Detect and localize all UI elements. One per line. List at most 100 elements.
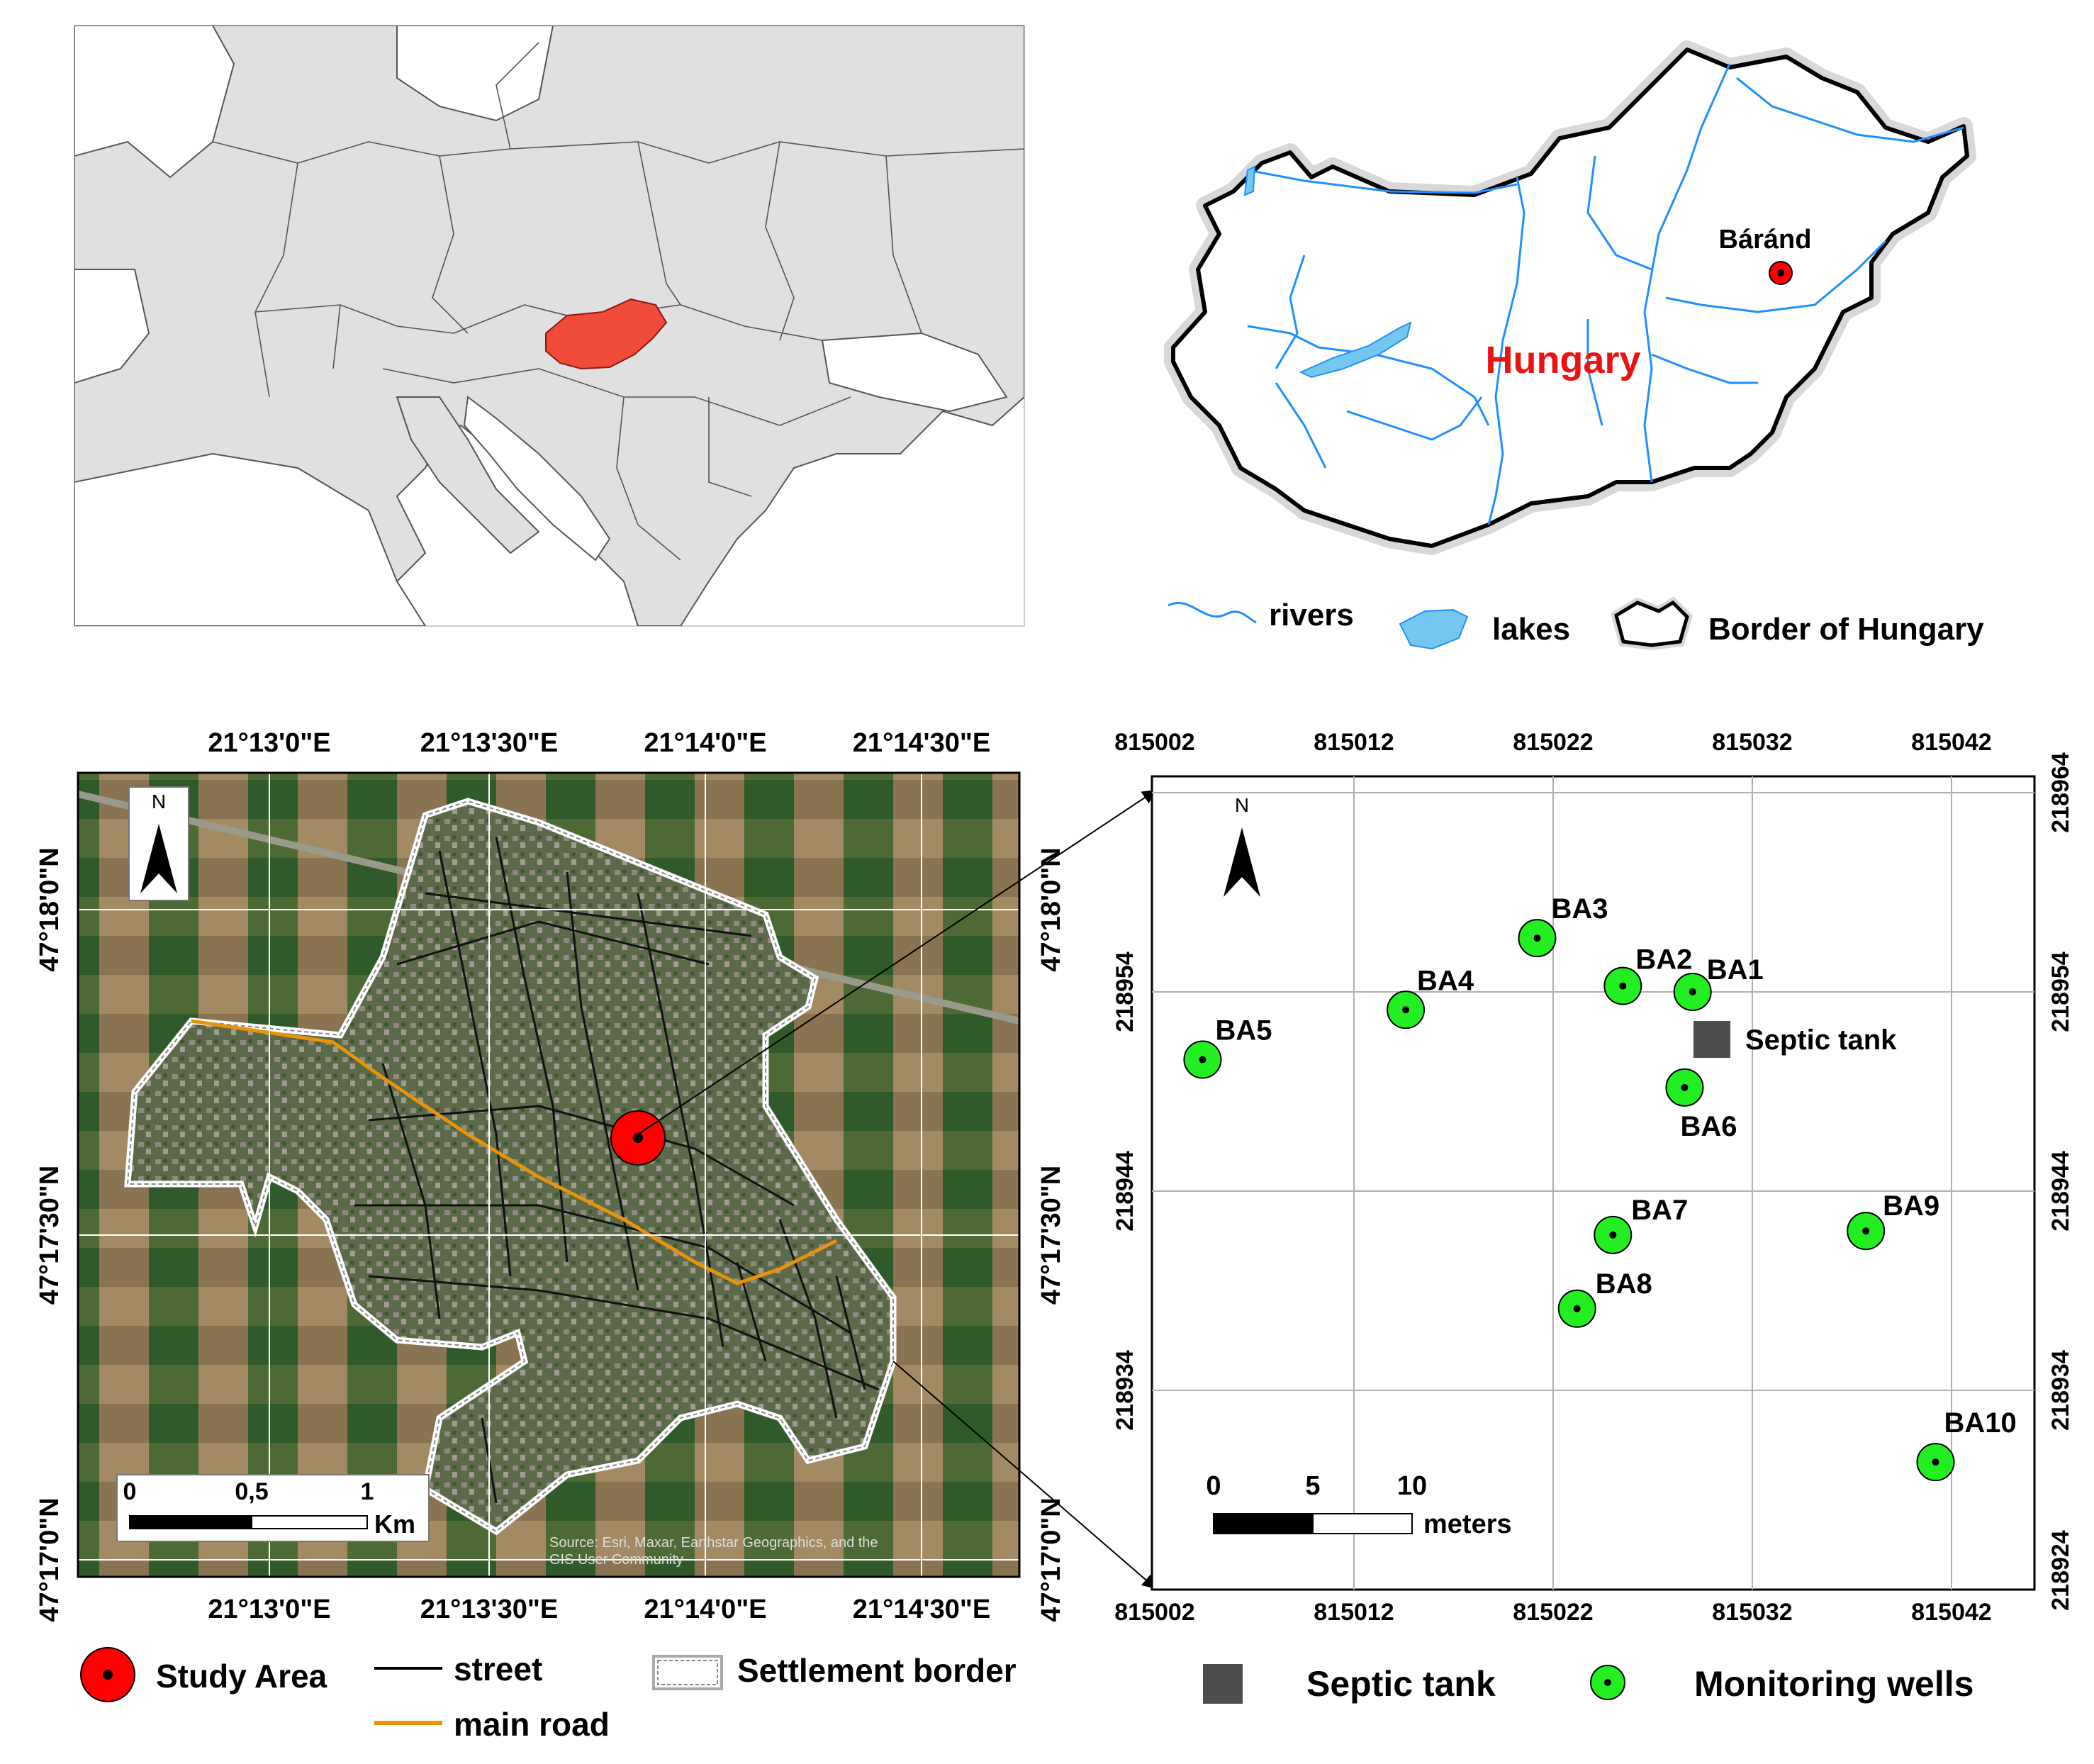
well-label: BA9 <box>1883 1190 1939 1222</box>
lon-tick-bottom-3: 21°14'0"E <box>644 1595 766 1624</box>
main-road <box>191 1019 838 1285</box>
well-marker-dot <box>1402 1006 1410 1014</box>
lat-tick-right-2: 47°17'30"N <box>1036 1166 1066 1305</box>
legend-top: rivers lakes Border of Hungary <box>1168 596 1984 651</box>
scalebar-sat: 0 0,5 1 Km <box>116 1474 430 1542</box>
europe-locator-map <box>74 25 1025 627</box>
lakes-legend-label: lakes <box>1492 612 1570 647</box>
lat-tick-left-1: 47°18'0"N <box>35 847 65 971</box>
well-label: BA8 <box>1596 1268 1652 1300</box>
lake-balaton <box>1299 321 1412 379</box>
well-marker-dot <box>1681 1083 1689 1091</box>
country-label: Hungary <box>1485 339 1640 381</box>
well-ba2: BA2 <box>1603 944 1692 1005</box>
lon-tick-top-3: 21°14'0"E <box>644 728 766 758</box>
well-marker-dot <box>1862 1227 1870 1235</box>
scale-label-half: 0,5 <box>235 1478 268 1505</box>
well-ba9: BA9 <box>1847 1190 1939 1251</box>
x-tick-bottom-1: 815002 <box>1114 1599 1194 1626</box>
lon-tick-bottom-4: 21°14'30"E <box>853 1595 990 1624</box>
lat-tick-left-3: 47°17'0"N <box>35 1497 65 1621</box>
well-label: BA4 <box>1417 965 1474 996</box>
wells-layer: BA1 BA2 BA3 BA4 BA5 BA6 BA7 BA8 BA9 BA10 <box>1183 893 2017 1482</box>
lon-tick-top-2: 21°13'30"E <box>420 728 558 758</box>
settlement-border-legend-label: Settlement border <box>737 1652 1017 1689</box>
zoom-line-bottom <box>892 1361 1157 1590</box>
y-tick-left-1: 218954 <box>1112 951 1138 1032</box>
y-tick-right-3: 218944 <box>2047 1151 2074 1232</box>
x-tick-top-2: 815012 <box>1314 729 1394 756</box>
septic-tank-marker <box>1693 1021 1730 1058</box>
atlantic-bay <box>74 269 150 384</box>
x-tick-bottom-4: 815032 <box>1712 1599 1792 1626</box>
y-tick-left-2: 218944 <box>1112 1151 1138 1232</box>
street-network <box>354 836 880 1504</box>
barand-label: Báránd <box>1719 225 1812 255</box>
well-label: BA7 <box>1631 1195 1688 1226</box>
well-marker-dot <box>1689 988 1696 995</box>
street-legend-label: street <box>454 1651 542 1687</box>
well-marker-dot <box>1932 1458 1939 1466</box>
lon-tick-bottom-2: 21°13'30"E <box>420 1595 558 1624</box>
y-tick-left-3: 218934 <box>1112 1350 1138 1431</box>
septic-tank-legend-symbol <box>1203 1664 1243 1704</box>
north-sea <box>74 26 235 179</box>
north-arrow-site: N <box>1224 794 1260 897</box>
border-legend-symbol <box>1614 600 1689 647</box>
well-ba3: BA3 <box>1518 893 1608 958</box>
septic-tank-label: Septic tank <box>1745 1025 1897 1056</box>
well-label: BA2 <box>1635 944 1692 976</box>
adriatic-sea <box>463 396 611 562</box>
lakes-legend-symbol <box>1399 608 1469 650</box>
site-scale-label-10: 10 <box>1397 1471 1427 1501</box>
well-label: BA1 <box>1707 954 1764 986</box>
well-ba5: BA5 <box>1183 1015 1272 1079</box>
well-label: BA10 <box>1944 1407 2017 1439</box>
lake-neusiedl <box>1243 165 1256 196</box>
well-marker-dot <box>1609 1231 1617 1239</box>
rivers <box>1247 63 1964 525</box>
baltic-sea <box>396 26 554 122</box>
x-tick-bottom-5: 815042 <box>1911 1599 1991 1626</box>
hungary-map: Hungary Báránd <box>1164 40 1976 555</box>
x-tick-top-3: 815022 <box>1513 729 1593 756</box>
well-label: BA5 <box>1215 1015 1272 1046</box>
study-area-legend-dot <box>103 1670 113 1680</box>
well-ba1: BA1 <box>1673 954 1764 1011</box>
main-road-legend-label: main road <box>454 1706 610 1743</box>
border-legend-label: Border of Hungary <box>1708 612 1984 647</box>
north-arrow-sat: N <box>128 786 189 901</box>
attribution-line1: Source: Esri, Maxar, Earthstar Geographi… <box>549 1535 878 1551</box>
zoom-line-top <box>637 789 1157 1135</box>
well-ba4: BA4 <box>1387 965 1474 1029</box>
well-label: BA6 <box>1680 1111 1737 1142</box>
lon-tick-bottom-1: 21°13'0"E <box>208 1595 330 1624</box>
satellite-map: N 0 0,5 1 Km Source: Esri, Maxar, Earths… <box>35 728 1066 1624</box>
study-area-legend-label: Study Area <box>156 1658 327 1695</box>
rivers-legend-symbol <box>1168 602 1257 624</box>
site-scale-label-5: 5 <box>1305 1471 1320 1501</box>
y-tick-right-4: 218934 <box>2047 1350 2074 1431</box>
barand-marker-dot <box>1777 269 1784 277</box>
lat-tick-left-2: 47°17'30"N <box>35 1166 65 1305</box>
scale-unit-km: Km <box>374 1509 415 1539</box>
site-scale-unit: meters <box>1423 1509 1512 1539</box>
x-tick-bottom-3: 815022 <box>1513 1599 1593 1626</box>
svg-text:N: N <box>1235 794 1249 816</box>
settlement-border-inner <box>126 800 894 1533</box>
well-ba8: BA8 <box>1557 1268 1652 1328</box>
well-marker-dot <box>1619 982 1627 990</box>
monitoring-wells-legend-label: Monitoring wells <box>1694 1664 1973 1704</box>
well-marker-dot <box>1199 1056 1206 1064</box>
lon-tick-top-4: 21°14'30"E <box>853 728 990 758</box>
well-marker-dot <box>1533 934 1541 942</box>
y-tick-right-5: 218924 <box>2047 1530 2074 1611</box>
mediterranean <box>74 452 427 626</box>
country-borders <box>212 42 1024 561</box>
hungary-border <box>1171 48 1969 548</box>
well-ba7: BA7 <box>1594 1195 1688 1254</box>
attribution-line2: GIS User Community <box>549 1552 683 1568</box>
well-ba6: BA6 <box>1665 1068 1737 1142</box>
well-label: BA3 <box>1552 893 1608 925</box>
x-tick-top-4: 815032 <box>1712 729 1792 756</box>
